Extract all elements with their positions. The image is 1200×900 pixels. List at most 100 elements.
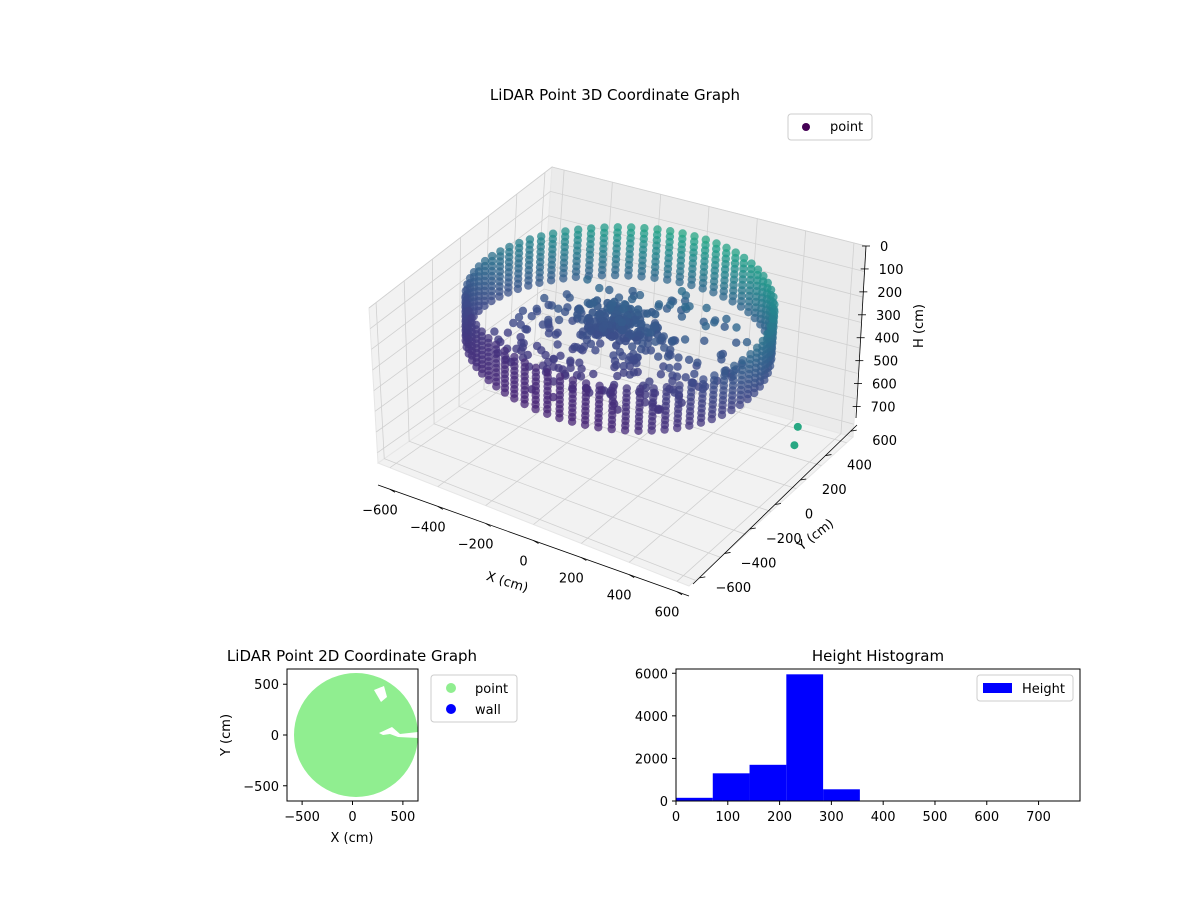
y-tick-label-3d: −400 <box>741 556 777 571</box>
lidar-point <box>577 315 587 324</box>
legend-3d: point <box>787 113 873 141</box>
histogram-frame <box>675 668 1081 802</box>
lidar-point <box>505 242 514 252</box>
lidar-point <box>612 341 621 350</box>
lidar-point <box>675 381 684 390</box>
lidar-point <box>515 238 524 248</box>
lidar-point <box>753 265 763 274</box>
lidar-point <box>581 379 591 388</box>
lidar-point <box>645 377 654 386</box>
lidar-point <box>576 330 585 339</box>
lidar-point <box>732 323 741 332</box>
lidar-point <box>595 381 604 390</box>
lidar-point <box>544 329 554 338</box>
x-tick-label-3d: 0 <box>519 555 527 570</box>
lidar-point <box>621 337 630 346</box>
histogram-bar <box>676 797 713 801</box>
z-axis-label-3d: H (cm) <box>912 304 927 348</box>
legend-2d-label-point: point <box>475 682 508 697</box>
lidar-point <box>531 363 541 372</box>
lidar-point <box>588 299 597 308</box>
legend-2d-marker-point <box>446 683 456 693</box>
x-tick-3d <box>581 557 587 561</box>
lidar-point <box>566 363 575 373</box>
lidar-point <box>618 351 627 361</box>
scatter-2d-title: LiDAR Point 2D Coordinate Graph <box>227 647 477 665</box>
lidar-point <box>594 331 603 340</box>
grid-line-y <box>403 280 721 558</box>
x-tick-3d <box>437 506 444 510</box>
grid-line-y <box>431 259 746 535</box>
x-axis-label-2d: X (cm) <box>331 831 374 846</box>
y-tick-3d <box>749 527 756 530</box>
lidar-point <box>518 306 528 315</box>
lidar-point <box>677 287 687 296</box>
lidar-point <box>752 343 762 352</box>
lidar-point <box>680 335 690 344</box>
lidar-point <box>461 286 470 296</box>
lidar-point <box>710 371 719 380</box>
lidar-point <box>509 318 518 328</box>
lidar-point <box>556 351 565 360</box>
lidar-point <box>561 227 570 236</box>
lidar-point <box>617 318 627 327</box>
lidar-point <box>665 363 674 373</box>
grid-line-y <box>375 302 696 581</box>
lidar-point <box>770 300 779 309</box>
legend-2d: point wall <box>430 674 518 723</box>
histogram-bar <box>823 789 860 801</box>
lidar-point <box>790 441 799 450</box>
lidar-point <box>667 336 677 346</box>
lidar-point <box>617 326 627 335</box>
grid-line-x <box>676 242 855 582</box>
lidar-point <box>548 229 558 238</box>
x-tick-label-hist: 500 <box>923 810 948 825</box>
y-tick-label-3d: 400 <box>847 459 872 474</box>
x-tick-3d <box>628 574 635 578</box>
lidar-point <box>653 225 662 234</box>
lidar-point <box>656 370 666 379</box>
lidar-point <box>527 312 536 321</box>
lidar-point <box>649 384 658 393</box>
y-tick-label-3d: 0 <box>805 508 813 523</box>
lidar-point <box>651 310 660 319</box>
z-tick-label-3d: 200 <box>877 286 902 301</box>
lidar-point <box>681 373 690 382</box>
lidar-point <box>742 338 752 347</box>
y-tick-3d <box>850 429 857 432</box>
lidar-point <box>554 315 564 325</box>
lidar-point <box>770 307 779 316</box>
lidar-point <box>759 271 768 281</box>
lidar-point <box>693 358 702 367</box>
lidar-point <box>500 346 509 356</box>
lidar-point <box>681 302 690 312</box>
legend-3d-frame <box>787 113 873 141</box>
lidar-point <box>763 278 772 287</box>
x-tick-3d <box>389 488 396 493</box>
lidar-point <box>636 384 645 393</box>
legend-histogram-frame <box>976 674 1074 702</box>
x-tick-label-2d: 500 <box>390 810 415 825</box>
scatter-3d-x-axis: −600 −400 −200 0 200 400 600 <box>362 484 690 621</box>
x-tick-label-3d: 200 <box>559 572 584 587</box>
lidar-point <box>712 239 721 248</box>
lidar-point <box>769 315 778 324</box>
lidar-point <box>462 300 471 309</box>
lidar-point <box>490 327 499 336</box>
x-tick-label-hist: 200 <box>767 810 792 825</box>
lidar-point <box>488 251 497 261</box>
lidar-point <box>521 325 530 334</box>
lidar-point <box>677 312 687 321</box>
y-tick-3d <box>774 503 782 505</box>
x-tick-label-hist: 600 <box>974 810 999 825</box>
x-tick-label-2d: −500 <box>284 810 320 825</box>
lidar-point <box>690 369 699 379</box>
grid-line-x <box>437 182 613 487</box>
lidar-point <box>596 339 605 348</box>
x-tick-label-3d: −400 <box>410 520 446 535</box>
z-tick-label-3d: 0 <box>880 240 888 255</box>
lidar-point <box>766 285 776 294</box>
lidar-point <box>758 336 767 346</box>
z-tick-label-3d: 300 <box>876 309 901 324</box>
height-histogram-plot: Height Histogram 0 100 200 300 400 500 600 7000… <box>635 647 1081 825</box>
